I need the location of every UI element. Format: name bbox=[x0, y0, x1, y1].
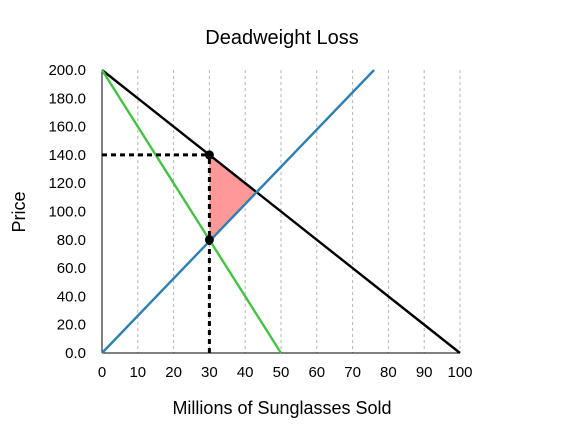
y-tick-label: 20.0 bbox=[57, 317, 86, 334]
chart-title: Deadweight Loss bbox=[205, 27, 358, 49]
y-tick-label: 200.0 bbox=[48, 62, 86, 79]
x-tick-label: 80 bbox=[380, 364, 397, 381]
y-tick-label: 80.0 bbox=[57, 232, 86, 249]
y-tick-label: 120.0 bbox=[48, 175, 86, 192]
x-tick-label: 100 bbox=[447, 364, 472, 381]
x-tick-label: 40 bbox=[237, 364, 254, 381]
x-tick-label: 0 bbox=[98, 364, 106, 381]
y-tick-label: 140.0 bbox=[48, 147, 86, 164]
x-tick-label: 70 bbox=[344, 364, 361, 381]
x-axis-label: Millions of Sunglasses Sold bbox=[172, 398, 391, 418]
y-tick-label: 100.0 bbox=[48, 204, 86, 221]
y-ticks: 0.0 20.0 40.0 60.0 80.0 100.0 120.0 140.0 160.0 1… bbox=[48, 62, 86, 362]
series-line bbox=[101, 69, 461, 354]
x-ticks: 0 10 20 30 40 50 60 70 80 90 100 bbox=[98, 364, 473, 381]
deadweight-loss-triangle bbox=[209, 154, 256, 240]
x-tick-label: 20 bbox=[165, 364, 182, 381]
x-tick-label: 30 bbox=[201, 364, 218, 381]
x-tick-label: 60 bbox=[308, 364, 325, 381]
x-tick-label: 90 bbox=[416, 364, 433, 381]
guide-lines-layer bbox=[102, 153, 211, 353]
series-layer bbox=[100, 69, 461, 354]
y-tick-label: 180.0 bbox=[48, 90, 86, 107]
series-line bbox=[101, 69, 375, 354]
y-axis-label: Price bbox=[9, 191, 29, 232]
y-tick-label: 60.0 bbox=[57, 260, 86, 277]
series-line bbox=[100, 69, 283, 354]
x-tick-label: 10 bbox=[129, 364, 146, 381]
shaded-region-layer bbox=[209, 154, 256, 240]
y-tick-label: 40.0 bbox=[57, 288, 86, 305]
x-tick-label: 50 bbox=[273, 364, 290, 381]
y-tick-label: 160.0 bbox=[48, 119, 86, 136]
y-tick-label: 0.0 bbox=[65, 345, 86, 362]
data-point bbox=[204, 150, 214, 160]
data-point bbox=[204, 235, 214, 245]
points-layer bbox=[204, 150, 214, 245]
